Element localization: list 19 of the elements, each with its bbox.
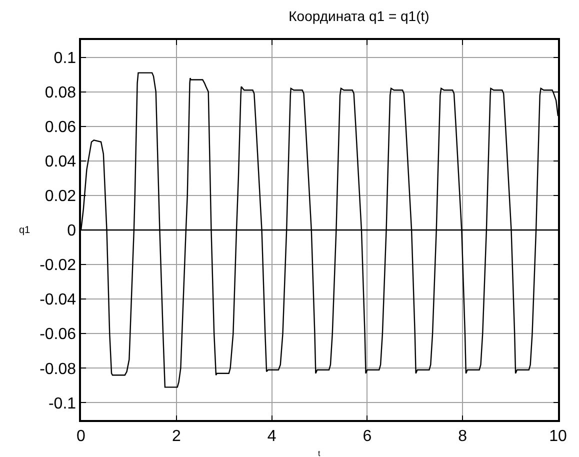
x-axis-title: t xyxy=(318,449,321,457)
y-tick-label: 0.04 xyxy=(44,154,76,171)
y-tick-label: 0.1 xyxy=(54,50,76,67)
y-tick-label: -0.08 xyxy=(40,360,76,378)
y-axis-title: q1 xyxy=(19,225,31,236)
y-tick-label: 0.02 xyxy=(44,188,76,206)
y-tick-label: 0 xyxy=(67,222,76,240)
x-tick-label: 8 xyxy=(458,428,468,445)
y-tick-label: -0.04 xyxy=(40,292,76,309)
y-tick-label: -0.02 xyxy=(40,257,76,274)
y-tick-label: 0.06 xyxy=(44,118,76,136)
x-tick-label: 2 xyxy=(172,428,181,445)
y-tick-label: -0.1 xyxy=(48,395,76,412)
x-tick-label: 4 xyxy=(267,428,276,445)
chart-title: Координата q1 = q1(t) xyxy=(288,8,430,24)
x-tick-label: 6 xyxy=(362,428,372,445)
y-tick-label: 0.08 xyxy=(44,84,76,102)
x-tick-label: 10 xyxy=(549,428,567,445)
y-tick-label: -0.06 xyxy=(40,326,76,344)
